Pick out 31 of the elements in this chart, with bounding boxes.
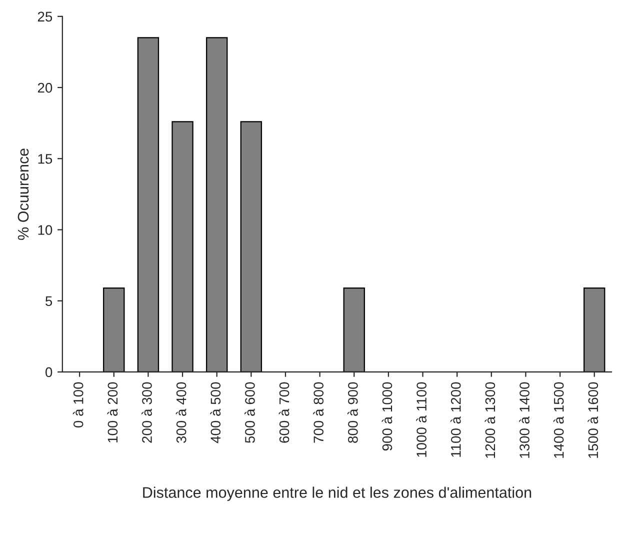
x-tick-label: 400 à 500 bbox=[210, 382, 221, 444]
y-tick-label: 0 bbox=[45, 367, 52, 378]
x-tick-label: 1100 à 1200 bbox=[450, 382, 461, 457]
bar bbox=[343, 287, 365, 372]
x-tick-label: 200 à 300 bbox=[142, 382, 152, 443]
bar bbox=[206, 37, 228, 372]
y-tick-label: 10 bbox=[38, 225, 52, 235]
x-tick-label: 300 à 400 bbox=[176, 382, 186, 443]
x-tick-label: 800 à 900 bbox=[347, 382, 358, 443]
x-tick-label: 700 à 800 bbox=[313, 382, 324, 443]
y-tick-label: 25 bbox=[38, 12, 52, 22]
x-tick-label: 100 à 200 bbox=[107, 382, 118, 442]
x-tick-label: 0 à 100 bbox=[72, 382, 84, 428]
bar bbox=[172, 121, 194, 372]
y-tick-label: 15 bbox=[38, 154, 52, 164]
x-tick-label: 500 à 600 bbox=[244, 382, 255, 443]
y-axis-title: % Ocuurence bbox=[18, 148, 29, 240]
bar bbox=[137, 37, 160, 372]
bar bbox=[240, 121, 262, 372]
bar bbox=[103, 287, 125, 372]
x-tick-label: 900 à 1000 bbox=[382, 382, 392, 451]
y-tick-label: 5 bbox=[46, 296, 52, 306]
x-tick-label: 1300 à 1400 bbox=[519, 382, 530, 458]
x-tick-label: 1200 à 1300 bbox=[484, 382, 496, 458]
bar bbox=[584, 287, 606, 372]
x-axis-title: Distance moyenne entre le nid et les zones d'alimentation bbox=[143, 486, 532, 501]
x-tick-label: 1500 à 1600 bbox=[588, 382, 598, 458]
x-tick-label: 1000 à 1100 bbox=[416, 382, 426, 457]
x-tick-label: 600 à 700 bbox=[278, 382, 290, 443]
y-tick-label: 20 bbox=[38, 82, 52, 93]
x-tick-label: 1400 à 1500 bbox=[553, 382, 564, 458]
